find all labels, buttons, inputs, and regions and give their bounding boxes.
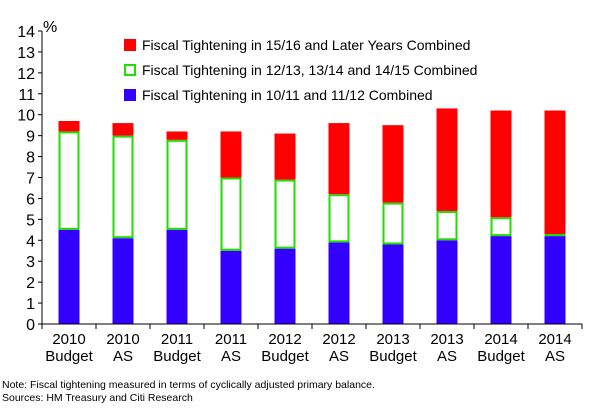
x-tick-label: AS	[329, 348, 349, 365]
bar-segment-3	[328, 123, 350, 195]
x-tick-label: 2014	[538, 331, 571, 348]
x-tick-label: 2011	[215, 331, 247, 348]
y-axis-unit-label: %	[43, 19, 57, 36]
bar-segment-1	[58, 229, 80, 324]
y-tick-label: 1	[26, 296, 35, 313]
x-tick-label: AS	[221, 348, 241, 365]
y-tick-label: 13	[17, 45, 35, 62]
y-tick-label: 9	[26, 129, 35, 146]
bar-segment-3	[382, 125, 404, 203]
y-tick-label: 2	[26, 275, 35, 292]
bar-segment-2	[328, 194, 350, 243]
bar-segment-1	[274, 248, 296, 324]
y-tick-label: 5	[26, 212, 35, 229]
bar-segment-1	[112, 238, 134, 324]
x-tick-label: Budget	[153, 348, 201, 365]
x-tick-label: 2012	[322, 331, 355, 348]
bar-segment-3	[220, 131, 242, 178]
bar-segment-1	[490, 236, 512, 324]
bar-segment-3	[544, 110, 566, 235]
bar-segment-1	[166, 229, 188, 324]
x-tick-label: AS	[113, 348, 133, 365]
x-tick-label: AS	[545, 348, 565, 365]
bars	[58, 108, 566, 324]
legend-swatch	[124, 64, 136, 76]
x-tick-label: Budget	[45, 348, 93, 365]
x-tick-label: 2011	[161, 331, 193, 348]
x-tick-label: Budget	[261, 348, 309, 365]
y-tick-label: 3	[26, 254, 35, 271]
bar-segment-2	[382, 202, 404, 245]
bar-segment-2	[112, 135, 134, 239]
chart-sources: Sources: HM Treasury and Citi Research	[2, 392, 193, 404]
bar-segment-2	[166, 139, 188, 230]
legend-label: Fiscal Tightening in 12/13, 13/14 and 14…	[142, 62, 477, 78]
y-tick-label: 11	[18, 87, 35, 104]
bar-segment-3	[58, 120, 80, 132]
axes	[41, 31, 583, 329]
y-tick-label: 4	[26, 233, 35, 250]
x-tick-label: Budget	[477, 348, 525, 365]
bar-segment-2	[490, 217, 512, 237]
x-tick-label: AS	[437, 348, 457, 365]
y-tick-label: 6	[26, 191, 35, 208]
x-tick-label: Budget	[369, 348, 417, 365]
y-tick-label: 8	[26, 150, 35, 167]
bar-segment-3	[166, 131, 188, 140]
bar-segment-1	[328, 242, 350, 324]
bar-segment-2	[436, 210, 458, 241]
bar-segment-2	[58, 131, 80, 230]
x-tick-label: 2013	[430, 331, 463, 348]
x-tick-label: 2010	[52, 331, 85, 348]
x-tick-label: 2014	[484, 331, 517, 348]
bar-segment-1	[544, 236, 566, 324]
y-tick-label: 14	[17, 24, 35, 41]
bar-segment-2	[274, 179, 296, 249]
x-axis-labels: 2010Budget2010AS2011Budget2011AS2012Budg…	[45, 331, 571, 365]
y-tick-label: 10	[17, 108, 35, 125]
x-tick-label: 2010	[106, 331, 139, 348]
bar-segment-3	[490, 110, 512, 218]
chart-note: Note: Fiscal tightening measured in term…	[2, 379, 375, 391]
bar-segment-1	[220, 250, 242, 324]
legend-label: Fiscal Tightening in 10/11 and 11/12 Com…	[142, 87, 433, 103]
x-tick-label: 2013	[376, 331, 409, 348]
y-tick-label: 0	[26, 317, 35, 334]
bar-segment-3	[274, 133, 296, 180]
y-tick-label: 7	[26, 171, 35, 188]
legend-swatch	[124, 39, 136, 51]
x-tick-label: 2012	[268, 331, 301, 348]
legend: Fiscal Tightening in 15/16 and Later Yea…	[124, 37, 477, 103]
bar-segment-3	[112, 123, 134, 136]
bar-segment-2	[220, 177, 242, 251]
bar-segment-3	[436, 108, 458, 211]
bar-segment-1	[436, 240, 458, 324]
y-tick-label: 12	[17, 66, 35, 83]
bar-segment-1	[382, 244, 404, 324]
legend-swatch	[124, 89, 136, 101]
legend-label: Fiscal Tightening in 15/16 and Later Yea…	[142, 37, 470, 53]
